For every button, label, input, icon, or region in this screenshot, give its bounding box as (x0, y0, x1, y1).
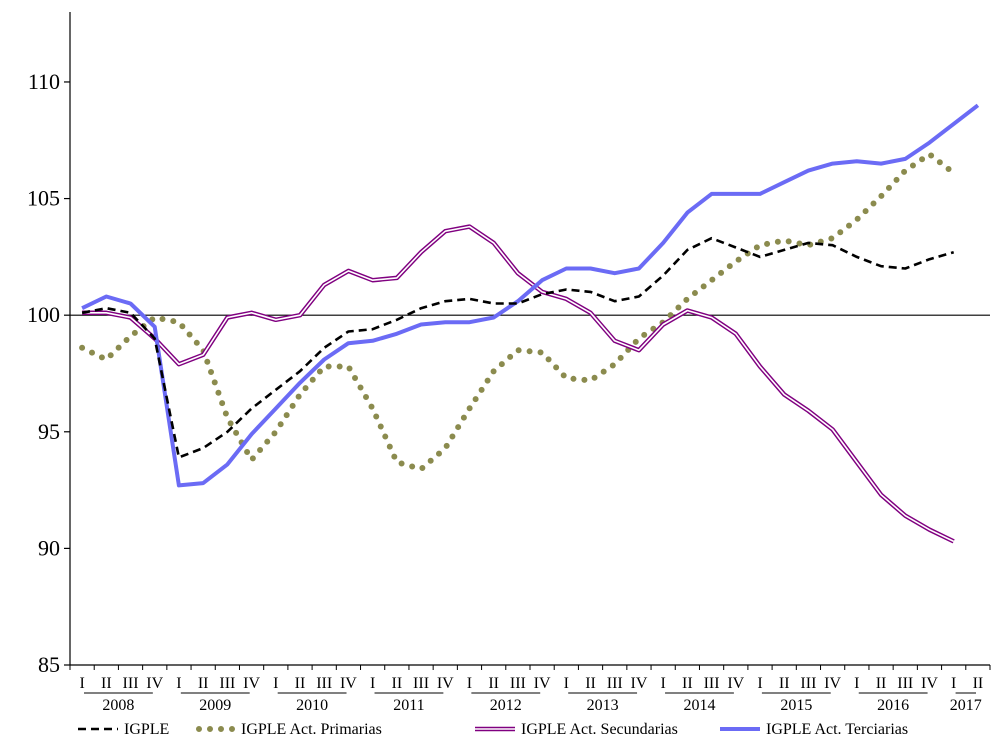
x-quarter-label: IV (437, 675, 454, 692)
series-line-igple (81, 236, 955, 459)
y-tick-label: 105 (27, 186, 60, 211)
x-quarter-label: I (660, 675, 665, 692)
x-year-label: 2014 (683, 697, 715, 714)
x-quarter-label: I (79, 675, 84, 692)
x-quarter-label: II (198, 675, 209, 692)
x-quarter-label: IV (340, 675, 357, 692)
x-year-label: 2017 (950, 697, 982, 714)
x-year-label: 2013 (587, 697, 619, 714)
x-quarter-label: IV (921, 675, 938, 692)
x-year-label: 2012 (490, 697, 522, 714)
series-line-igple-act-primarias (79, 151, 957, 473)
x-quarter-label: IV (824, 675, 841, 692)
y-tick-label: 100 (27, 302, 60, 327)
x-quarter-label: I (370, 675, 375, 692)
x-quarter-label: I (564, 675, 569, 692)
x-quarter-label: I (176, 675, 181, 692)
x-quarter-label: II (876, 675, 887, 692)
y-axis: 85 90 95 100 105 110 (27, 12, 71, 677)
x-quarter-label: III (316, 675, 332, 692)
x-year-label: 2015 (780, 697, 812, 714)
x-year-label: 2016 (877, 697, 909, 714)
x-year-label: 2009 (199, 697, 231, 714)
series-lines (79, 103, 980, 544)
x-quarter-label: II (779, 675, 790, 692)
y-tick-label: 85 (38, 652, 60, 677)
series-line-igple-act-secundarias-inner (82, 225, 955, 543)
x-quarter-label: IV (243, 675, 260, 692)
x-quarter-label: II (585, 675, 596, 692)
x-quarter-label: I (273, 675, 278, 692)
x-quarter-label: III (607, 675, 623, 692)
y-tick-label: 110 (28, 69, 60, 94)
x-quarter-label: II (392, 675, 403, 692)
legend-label-igple-act-terciarias: IGPLE Act. Terciarias (766, 721, 908, 738)
x-quarter-label: IV (631, 675, 648, 692)
legend-label-igple: IGPLE (124, 721, 169, 738)
x-quarter-label: II (488, 675, 499, 692)
x-quarter-label: III (219, 675, 235, 692)
x-quarter-label: III (123, 675, 139, 692)
legend: IGPLE IGPLE Act. Primarias IGPLE Act. Secu… (78, 721, 908, 738)
x-quarter-label: IV (534, 675, 551, 692)
x-quarter-label: IV (146, 675, 163, 692)
x-quarter-label: I (467, 675, 472, 692)
y-tick-label: 95 (38, 419, 60, 444)
x-year-label: 2008 (102, 697, 134, 714)
x-quarter-label: III (800, 675, 816, 692)
x-quarter-label: I (951, 675, 956, 692)
x-year-label: 2010 (296, 697, 328, 714)
y-tick-label: 90 (38, 535, 60, 560)
x-quarter-label: III (704, 675, 720, 692)
x-year-label: 2011 (393, 697, 424, 714)
x-quarter-label: IV (727, 675, 744, 692)
x-quarter-label: III (510, 675, 526, 692)
x-quarter-label: II (682, 675, 693, 692)
x-quarter-label: II (101, 675, 112, 692)
x-quarter-label: I (854, 675, 859, 692)
x-quarter-label: II (973, 675, 984, 692)
x-quarter-label: I (757, 675, 762, 692)
legend-label-igple-act-primarias: IGPLE Act. Primarias (241, 721, 382, 738)
legend-label-igple-act-secundarias: IGPLE Act. Secundarias (521, 721, 678, 738)
x-quarter-label: II (295, 675, 306, 692)
series-line-igple-act-terciarias (81, 103, 980, 488)
x-quarter-label: III (897, 675, 913, 692)
x-quarter-label: III (413, 675, 429, 692)
